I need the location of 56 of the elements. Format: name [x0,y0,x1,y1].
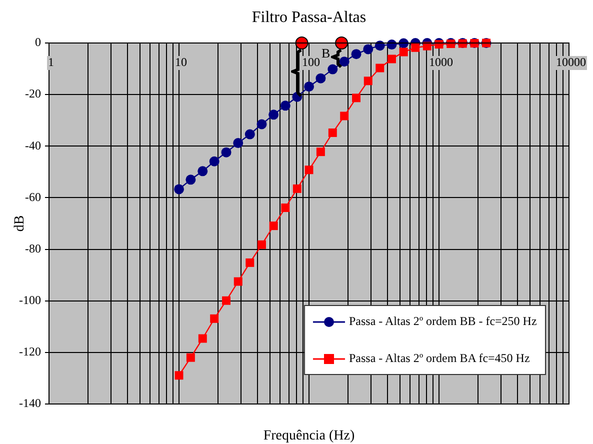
point [328,64,338,74]
point [363,44,374,54]
y-tick-label: -100 [19,293,41,308]
chart-title: Filtro Passa-Altas [252,9,366,26]
point [198,334,207,343]
point [186,353,195,362]
y-tick-label: -80 [25,241,41,256]
point [316,148,325,156]
point [316,73,326,84]
y-tick-label: -120 [19,344,41,359]
legend-label: Passa - Altas 2º ordem BB - fc=250 Hz [349,314,537,329]
point [411,43,420,52]
point [246,258,254,267]
x-tick-label: 1 [48,55,54,70]
point [258,240,266,249]
point [388,54,396,64]
point [328,128,337,137]
point [280,100,290,111]
point [352,94,361,102]
point [340,112,349,120]
x-tick-label: 10000 [556,55,586,70]
point [174,184,184,194]
y-tick-label: -60 [25,190,41,204]
point [256,119,267,130]
point [244,129,255,140]
y-tick-label: -20 [25,86,41,101]
legend-label: Passa - Altas 2º ordem BA fc=450 Hz [349,351,530,366]
y-tick-label: -40 [25,138,41,152]
point [209,156,220,166]
point [222,296,231,305]
point [221,147,232,158]
point [210,314,219,323]
point [234,277,242,286]
x-axis-title: Frequência (Hz) [263,428,356,444]
y-tick-label: -140 [19,396,41,410]
point [292,184,302,193]
point [376,64,384,72]
point [399,48,408,56]
point [186,174,196,185]
y-axis-title: dB [12,215,28,232]
point [269,222,278,230]
point [304,82,314,92]
point [233,138,244,148]
point [268,110,279,120]
point [198,166,208,176]
x-tick-label: 10 [175,55,187,70]
point [281,204,290,212]
x-tick-label: 1000 [429,55,453,70]
point [339,56,350,67]
point [304,166,314,174]
x-tick-label: 100 [302,55,320,70]
point [174,371,184,380]
point [364,76,372,86]
point [351,49,362,60]
y-tick-label: 0 [35,35,41,50]
annotation: B [321,45,330,60]
